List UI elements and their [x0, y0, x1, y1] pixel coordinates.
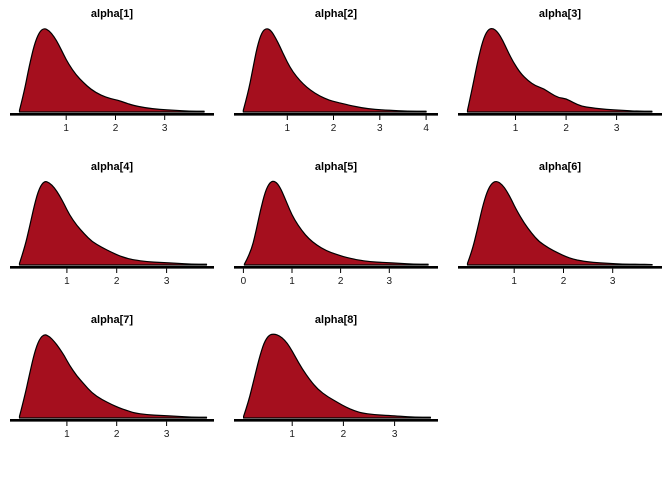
density-panel-alpha-4: alpha[4] 1 2 3 [0, 158, 224, 289]
x-axis-tick-label: 1 [64, 429, 70, 440]
density-plot: 1 2 3 [458, 27, 662, 134]
density-area [466, 180, 653, 266]
x-axis-tick-label: 2 [561, 276, 567, 287]
x-axis-tick-label: 1 [513, 123, 519, 134]
density-plot: 1 2 3 [10, 181, 214, 287]
x-axis-tick-label: 3 [610, 276, 616, 287]
x-axis-tick-label: 2 [338, 276, 344, 287]
panel-title: alpha[2] [314, 8, 358, 20]
x-axis-tick-label: 1 [289, 276, 295, 287]
panel-title: alpha[8] [314, 314, 358, 326]
x-axis-tick-label: 2 [331, 123, 337, 134]
density-plot: 1 2 3 [10, 28, 214, 134]
density-panel-alpha-1: alpha[1] 1 2 3 [0, 5, 224, 136]
density-panel-alpha-8: alpha[8] 1 2 3 [224, 311, 448, 442]
density-plot: 0 1 2 3 [234, 180, 438, 287]
density-area [18, 28, 205, 113]
density-area [466, 27, 653, 113]
x-axis-tick-label: 3 [164, 276, 170, 287]
x-axis-tick-label: 0 [241, 276, 247, 287]
density-area [18, 334, 208, 419]
density-plot: 1 2 3 4 [234, 28, 438, 134]
x-axis-tick-label: 3 [392, 429, 398, 440]
density-area [18, 181, 208, 266]
density-panel-alpha-2: alpha[2] 1 2 3 4 [224, 5, 448, 136]
x-axis-tick-label: 3 [164, 429, 170, 440]
x-axis-tick-label: 1 [64, 276, 70, 287]
x-axis-tick-label: 1 [63, 123, 69, 134]
density-plot: 1 2 3 [234, 333, 438, 440]
x-axis-tick-label: 3 [162, 123, 168, 134]
panel-title: alpha[7] [90, 314, 134, 326]
x-axis-tick-label: 2 [114, 276, 120, 287]
x-axis-tick-label: 2 [114, 429, 120, 440]
x-axis-tick-label: 2 [341, 429, 347, 440]
density-panel-alpha-3: alpha[3] 1 2 3 [448, 5, 672, 136]
x-axis-tick-label: 3 [614, 123, 620, 134]
density-panel-alpha-5: alpha[5] 0 1 2 3 [224, 158, 448, 289]
density-area [242, 28, 427, 113]
panel-title: alpha[6] [538, 161, 582, 173]
panel-title: alpha[1] [90, 8, 134, 20]
density-area [243, 180, 429, 266]
density-panel-alpha-6: alpha[6] 1 2 3 [448, 158, 672, 289]
x-axis-tick-label: 3 [387, 276, 393, 287]
density-plot: 1 2 3 [458, 180, 662, 287]
panel-title: alpha[4] [90, 161, 134, 173]
panel-title: alpha[5] [314, 161, 358, 173]
x-axis-tick-label: 1 [285, 123, 291, 134]
x-axis-tick-label: 1 [511, 276, 517, 287]
x-axis-tick-label: 1 [289, 429, 295, 440]
x-axis-tick-label: 4 [423, 123, 429, 134]
density-panel-alpha-7: alpha[7] 1 2 3 [0, 311, 224, 442]
panel-title: alpha[3] [538, 8, 582, 20]
x-axis-tick-label: 3 [377, 123, 383, 134]
density-area [243, 333, 431, 419]
x-axis-tick-label: 2 [563, 123, 569, 134]
density-plot: 1 2 3 [10, 334, 214, 440]
x-axis-tick-label: 2 [113, 123, 119, 134]
